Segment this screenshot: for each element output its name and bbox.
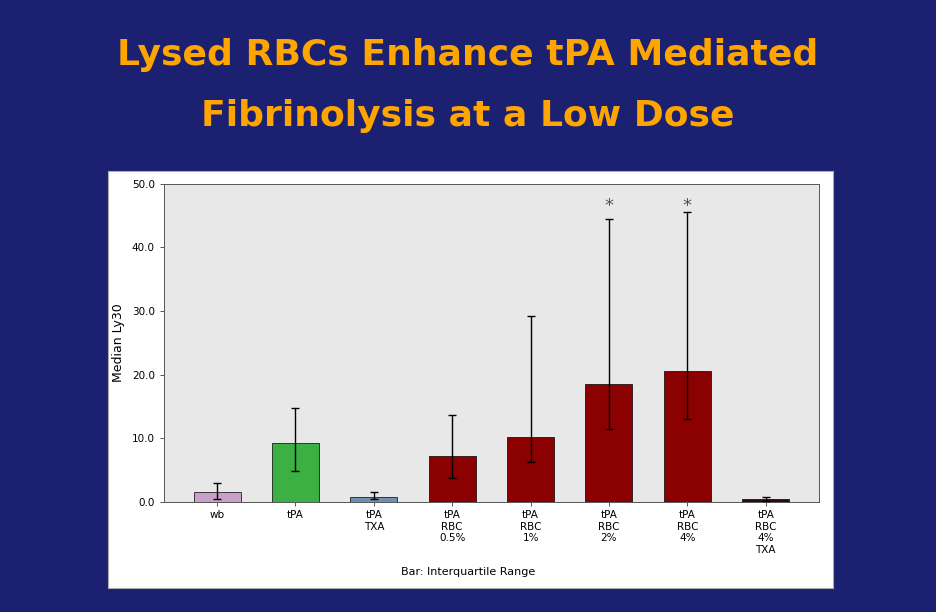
Text: Fibrinolysis at a Low Dose: Fibrinolysis at a Low Dose [201, 99, 735, 133]
Bar [742, 499, 789, 502]
Text: Bar: Interquartile Range: Bar: Interquartile Range [401, 567, 535, 577]
Bar [194, 492, 241, 502]
Bar [272, 442, 319, 502]
Bar [507, 437, 554, 502]
Text: Lysed RBCs Enhance tPA Mediated: Lysed RBCs Enhance tPA Mediated [117, 38, 819, 72]
Text: *: * [605, 197, 613, 215]
Y-axis label: Median Ly30: Median Ly30 [111, 304, 124, 382]
Bar [664, 371, 710, 502]
Text: *: * [683, 197, 692, 215]
Bar [429, 456, 475, 502]
Bar [585, 384, 633, 502]
Bar [350, 497, 398, 502]
